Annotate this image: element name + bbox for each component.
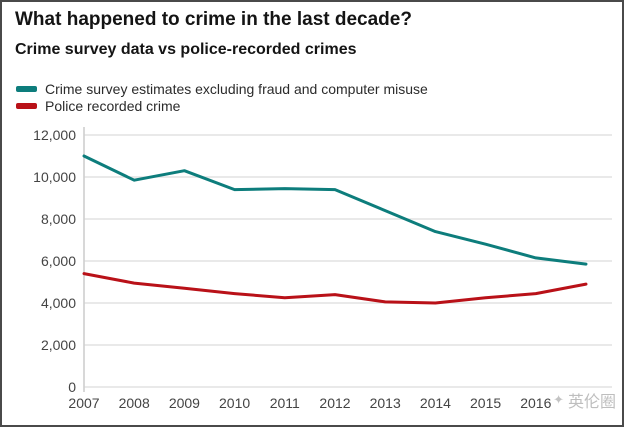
- legend-item-survey: Crime survey estimates excluding fraud a…: [16, 80, 428, 97]
- svg-text:2008: 2008: [119, 395, 150, 411]
- legend-swatch-police-icon: [16, 102, 37, 109]
- page-title: What happened to crime in the last decad…: [15, 9, 412, 30]
- legend-label-police: Police recorded crime: [45, 97, 181, 114]
- svg-text:2,000: 2,000: [41, 337, 76, 353]
- legend-swatch-survey-icon: [16, 85, 37, 92]
- chart-subtitle: Crime survey data vs police-recorded cri…: [15, 41, 357, 58]
- legend-label-survey: Crime survey estimates excluding fraud a…: [45, 80, 428, 97]
- svg-text:10,000: 10,000: [33, 169, 76, 185]
- svg-text:2007: 2007: [68, 395, 99, 411]
- svg-text:2012: 2012: [319, 395, 350, 411]
- svg-text:2014: 2014: [420, 395, 451, 411]
- svg-text:2010: 2010: [219, 395, 250, 411]
- svg-text:0: 0: [68, 379, 76, 395]
- svg-text:4,000: 4,000: [41, 295, 76, 311]
- svg-text:2013: 2013: [370, 395, 401, 411]
- svg-text:12,000: 12,000: [33, 127, 76, 143]
- svg-text:2015: 2015: [470, 395, 501, 411]
- legend-item-police: Police recorded crime: [16, 97, 428, 114]
- svg-text:8,000: 8,000: [41, 211, 76, 227]
- svg-text:2011: 2011: [270, 395, 300, 411]
- chart-legend: Crime survey estimates excluding fraud a…: [16, 80, 428, 114]
- svg-text:2016: 2016: [520, 395, 551, 411]
- svg-text:6,000: 6,000: [41, 253, 76, 269]
- svg-text:2009: 2009: [169, 395, 200, 411]
